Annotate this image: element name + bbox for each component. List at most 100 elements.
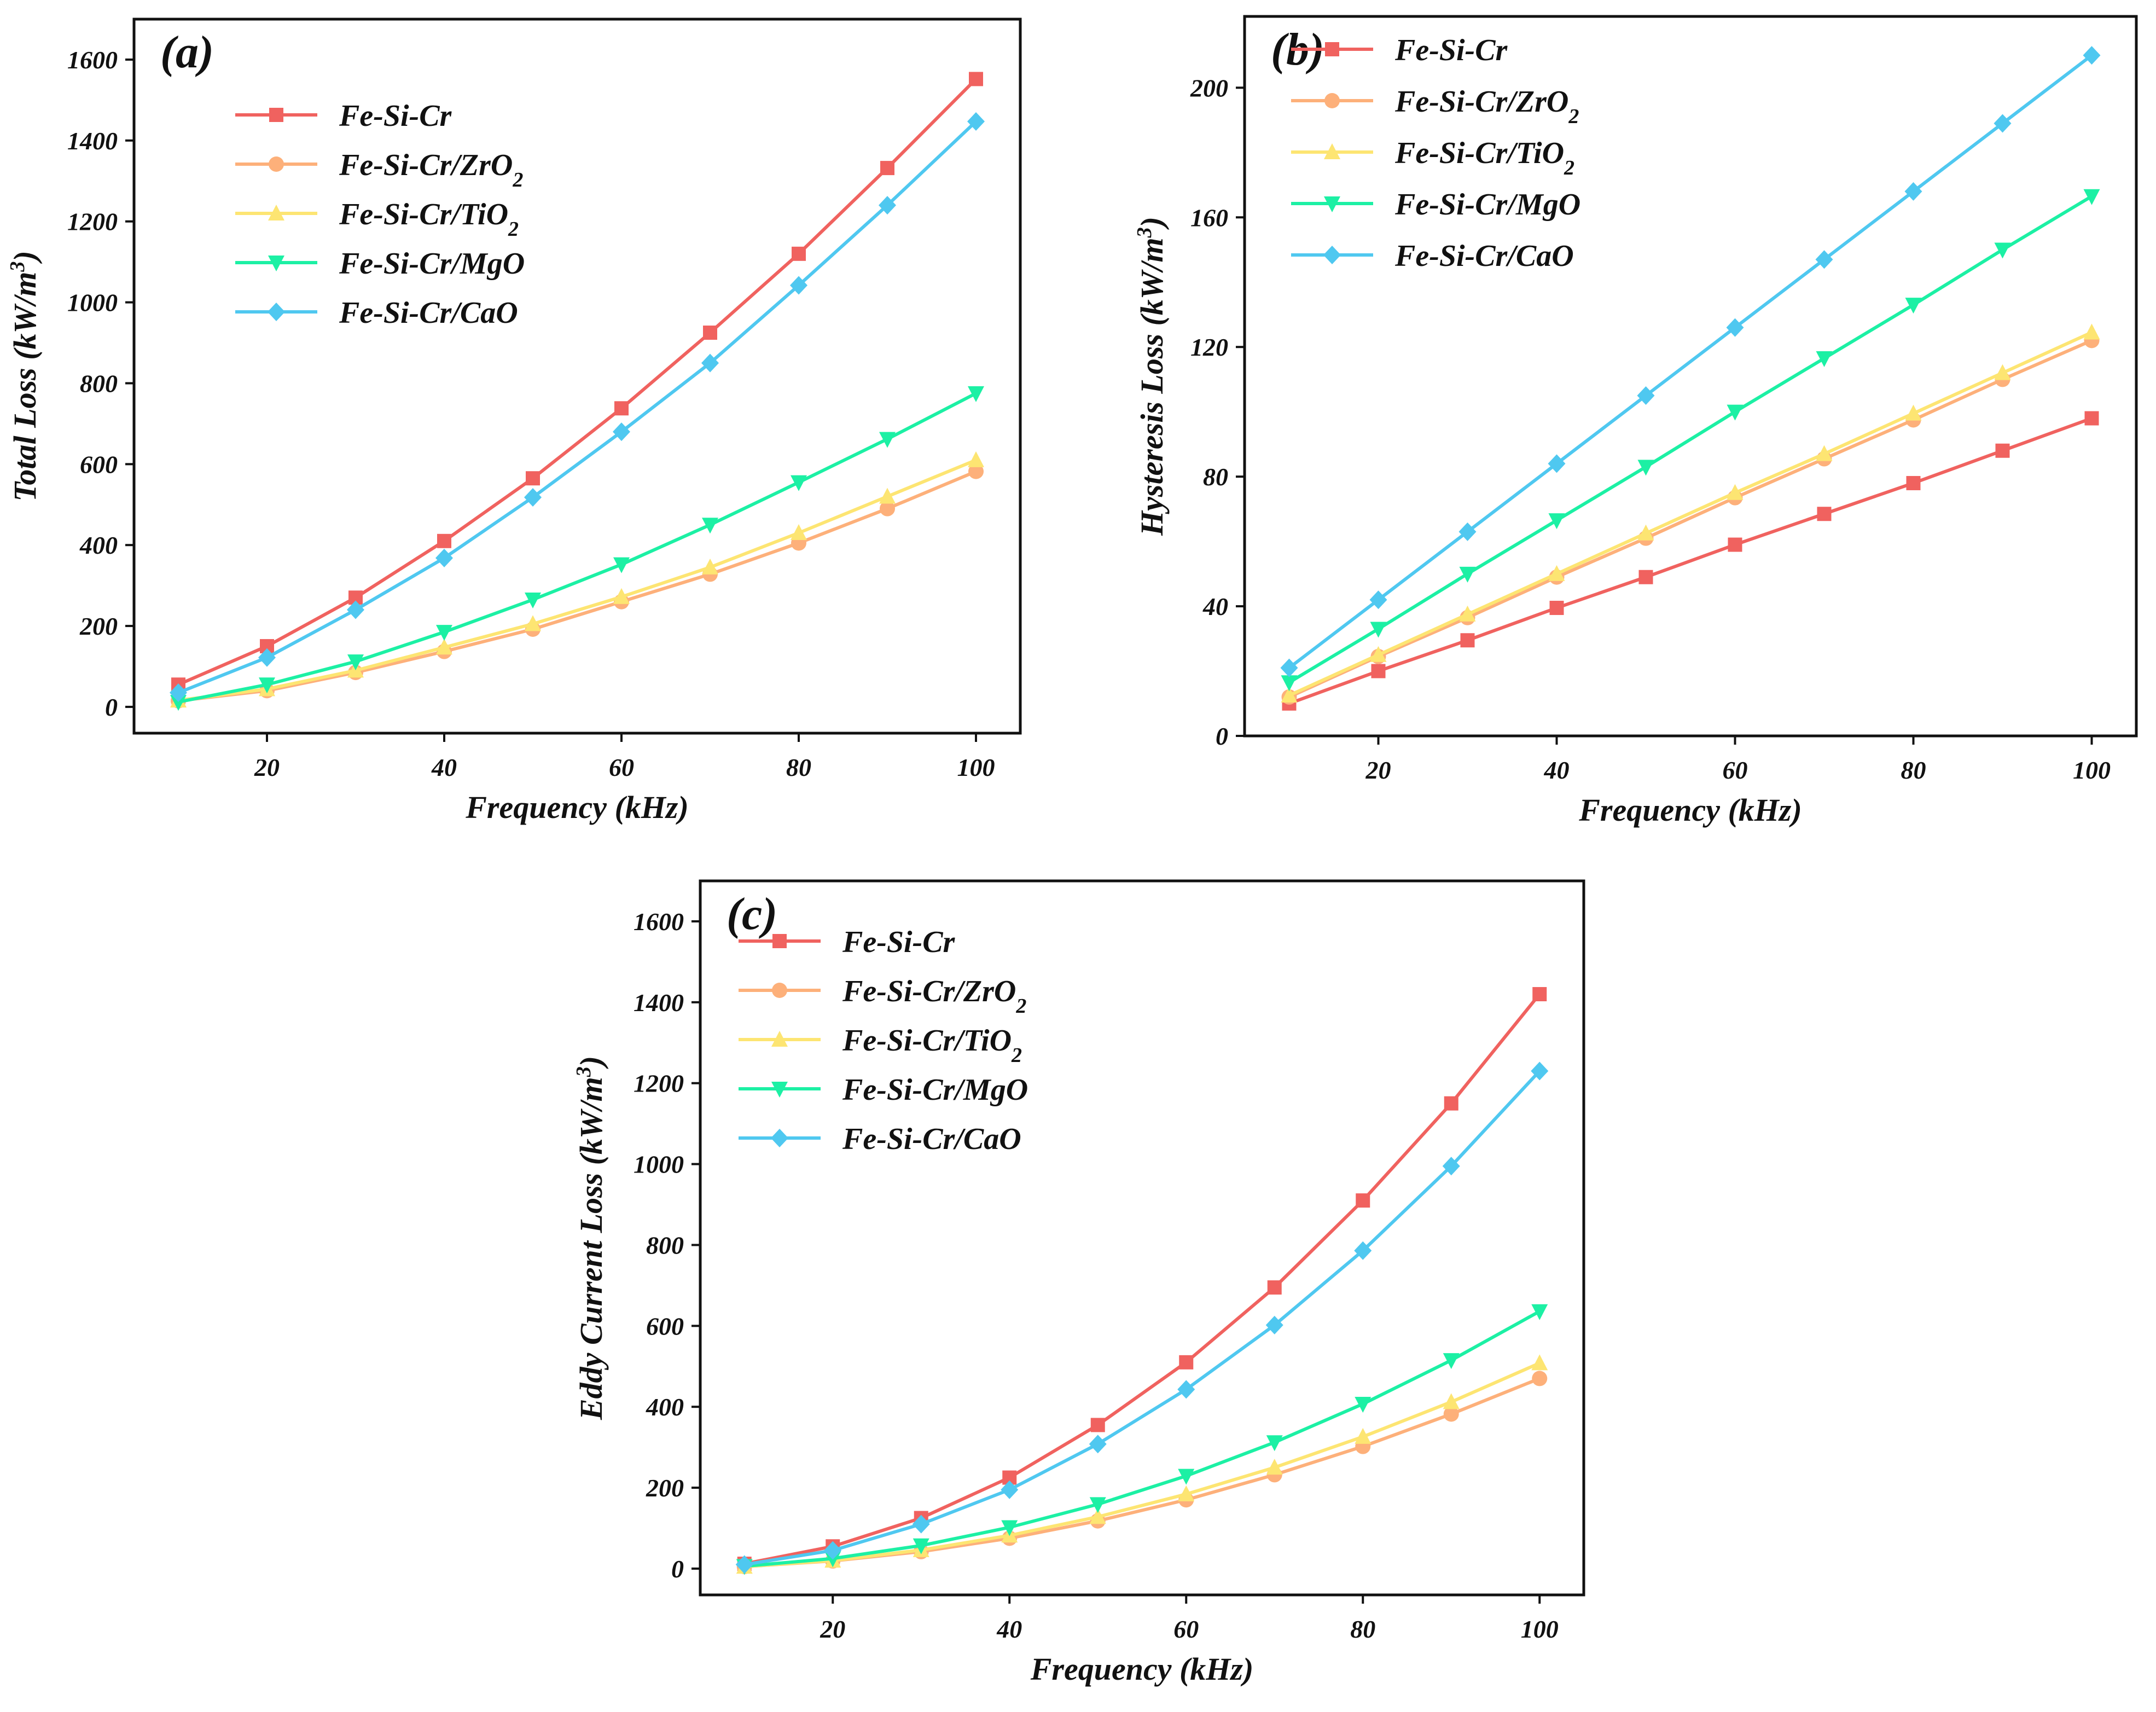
- data-point: [968, 463, 984, 479]
- data-point: [879, 432, 896, 448]
- legend-marker: [268, 205, 284, 220]
- series-line: [1288, 416, 2093, 705]
- data-point: [1548, 513, 1565, 530]
- legend-label: Fe-Si-Cr/ZrO2: [339, 148, 523, 191]
- panel-label: (c): [727, 889, 777, 939]
- legend-label: Fe-Si-Cr: [339, 99, 452, 133]
- series-fe-si-cr-mgo: [170, 386, 984, 711]
- data-point: [525, 615, 541, 631]
- data-point: [437, 533, 451, 548]
- y-tick-label: 0: [105, 693, 118, 721]
- y-tick-label: 1600: [67, 46, 118, 74]
- legend-label: Fe-Si-Cr/CaO: [339, 296, 518, 330]
- data-point: [1371, 664, 1386, 678]
- legend-label: Fe-Si-Cr/TiO2: [1394, 136, 1574, 179]
- y-axis-title: Eddy Current Loss (kW/m3): [572, 1056, 609, 1420]
- data-point: [1001, 1520, 1018, 1536]
- legend-entry: Fe-Si-Cr/MgO: [739, 1073, 1028, 1107]
- series-fe-si-cr-mgo: [736, 1304, 1548, 1575]
- legend-label: Fe-Si-Cr/ZrO2: [1394, 85, 1579, 128]
- data-point: [1266, 1459, 1283, 1475]
- series-fe-si-cr: [1282, 411, 2099, 711]
- series-fe-si-cr-mgo: [1281, 189, 2100, 692]
- data-point: [1906, 475, 1921, 490]
- data-point: [526, 471, 540, 486]
- legend-marker: [1324, 196, 1340, 212]
- series-line: [178, 392, 977, 704]
- y-tick-label: 200: [646, 1474, 684, 1502]
- data-point: [1727, 404, 1744, 421]
- legend-marker: [1324, 93, 1340, 108]
- plot-frame: [1243, 15, 2138, 738]
- data-point: [1994, 242, 2011, 259]
- x-tick-label: 40: [431, 753, 457, 781]
- y-tick-label: 80: [1203, 463, 1228, 491]
- data-point: [1905, 404, 1922, 421]
- data-point: [1637, 386, 1655, 405]
- x-tick-label: 60: [1173, 1615, 1199, 1643]
- x-tick-label: 20: [1365, 756, 1391, 784]
- y-tick-label: 1400: [67, 127, 118, 155]
- data-point: [1816, 351, 1833, 367]
- data-point: [1548, 565, 1565, 581]
- series-line: [744, 1070, 1541, 1566]
- data-point: [1354, 1241, 1372, 1260]
- data-point: [1995, 443, 2010, 458]
- data-point: [791, 524, 807, 541]
- series-line: [1288, 195, 2093, 684]
- data-point: [1637, 460, 1654, 476]
- y-tick-label: 1000: [67, 289, 118, 317]
- data-point: [1178, 1469, 1195, 1485]
- data-point: [1458, 522, 1477, 541]
- series-line: [178, 459, 977, 703]
- series-fe-si-cr-zro2: [171, 463, 984, 709]
- data-point: [1355, 1397, 1372, 1413]
- data-point: [824, 1541, 842, 1560]
- data-point: [1443, 1406, 1459, 1422]
- data-point: [1266, 1435, 1283, 1452]
- legend-entry: Fe-Si-Cr/TiO2: [739, 1024, 1022, 1067]
- data-point: [1994, 114, 2012, 133]
- data-point: [701, 353, 719, 373]
- data-point: [1532, 1371, 1548, 1386]
- data-point: [170, 695, 187, 711]
- data-point: [525, 593, 541, 609]
- legend-marker: [269, 108, 283, 122]
- data-point: [702, 518, 718, 534]
- y-tick-label: 160: [1190, 204, 1228, 231]
- series-line: [744, 1310, 1541, 1568]
- y-tick-label: 400: [79, 531, 118, 559]
- panel-label: (a): [160, 27, 214, 78]
- x-axis-title: Frequency (kHz): [1030, 1651, 1254, 1687]
- data-point: [1905, 298, 1922, 314]
- legend-entry: Fe-Si-Cr: [235, 99, 452, 133]
- data-point: [879, 196, 896, 215]
- legend-label: Fe-Si-Cr/MgO: [339, 247, 525, 281]
- data-point: [967, 112, 985, 131]
- data-point: [1356, 1193, 1370, 1208]
- data-point: [435, 548, 453, 567]
- data-point: [1548, 454, 1566, 473]
- data-point: [1815, 250, 1833, 269]
- data-point: [1001, 1480, 1019, 1499]
- data-point: [1727, 484, 1744, 500]
- data-point: [880, 501, 895, 516]
- legend-label: Fe-Si-Cr/ZrO2: [842, 974, 1026, 1018]
- data-point: [702, 558, 718, 574]
- legend-marker: [1325, 42, 1339, 56]
- x-tick-label: 60: [609, 753, 634, 781]
- y-tick-label: 800: [80, 369, 118, 397]
- data-point: [1637, 524, 1654, 541]
- y-tick-label: 1000: [634, 1151, 684, 1179]
- series-fe-si-cr-tio2: [1281, 323, 2100, 703]
- data-point: [790, 276, 807, 295]
- series-fe-si-cr-cao: [170, 112, 985, 703]
- data-point: [1179, 1355, 1194, 1369]
- plot-frame: [132, 18, 1022, 735]
- series-line: [1288, 330, 2093, 697]
- series-fe-si-cr-cao: [1280, 46, 2101, 677]
- series-fe-si-cr-tio2: [170, 451, 984, 708]
- data-point: [791, 475, 807, 491]
- data-point: [2083, 323, 2100, 340]
- legend: Fe-Si-Cr Fe-Si-Cr/ZrO2 Fe-Si-Cr/TiO2 Fe-Si-…: [1291, 33, 1580, 273]
